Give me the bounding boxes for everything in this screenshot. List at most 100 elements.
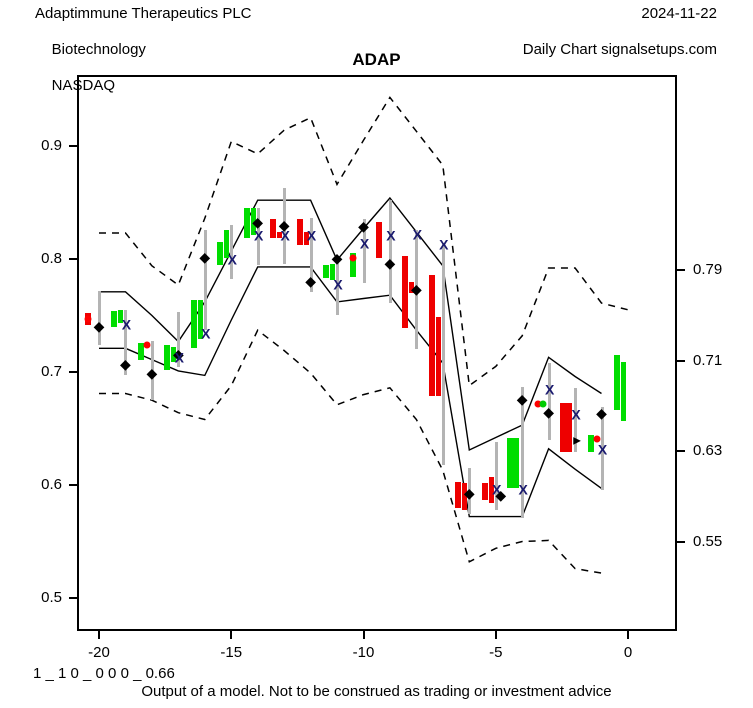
candle-body-down	[488, 477, 494, 504]
candle-wick	[124, 309, 128, 376]
plot-area-border	[77, 75, 677, 631]
y-axis-left-label: 0.5	[41, 589, 62, 607]
x-signal-marker: X	[439, 236, 449, 253]
x-signal-marker: X	[412, 226, 423, 243]
diamond-signal-marker: ◆	[516, 391, 528, 408]
candle-wick	[521, 386, 525, 518]
candle-wick	[309, 218, 313, 292]
candle-wick	[203, 229, 207, 331]
red-dot-marker	[534, 400, 542, 408]
chart-source: Daily Chart signalsetups.com	[522, 41, 717, 58]
exchange-label: NASDAQ	[51, 77, 116, 94]
x-signal-marker: X	[518, 480, 528, 497]
candle-wick	[600, 407, 604, 490]
candle-body-down	[375, 221, 382, 258]
x-axis-tick	[98, 631, 100, 639]
x-signal-marker: X	[121, 315, 132, 332]
x-axis-label: 0	[623, 644, 633, 661]
page-title: ADAP	[352, 50, 401, 69]
red-dot-marker	[143, 341, 151, 349]
arrow-right-marker: ▶	[573, 435, 581, 447]
disclaimer-text: Output of a model. Not to be construed a…	[141, 683, 612, 700]
x-signal-marker: X	[306, 227, 317, 244]
candle-body-up	[224, 229, 230, 258]
y-axis-left-label: 0.8	[41, 250, 62, 268]
candle-wick	[256, 208, 260, 265]
y-axis-right-label: 0.71	[693, 351, 723, 369]
y-axis-right-tick	[677, 359, 685, 362]
diamond-signal-marker: ◆	[384, 254, 396, 271]
y-axis-left-label: 0.9	[41, 137, 62, 155]
y-axis-right-tick	[677, 540, 685, 543]
candle-body-up	[171, 347, 177, 362]
y-axis-right-label: 0.63	[693, 442, 723, 460]
red-dot-marker	[84, 315, 92, 323]
model-code: 1 _ 1 0 _ 0 0 0 _ 0.66	[33, 665, 175, 682]
candle-body-down	[462, 482, 468, 510]
x-axis-tick	[627, 631, 629, 639]
y-axis-left-label: 0.7	[41, 363, 62, 381]
x-signal-marker: X	[254, 227, 264, 244]
x-signal-marker: X	[201, 324, 211, 341]
candle-body-down	[277, 231, 283, 238]
x-axis-tick	[230, 631, 233, 639]
candle-body-up	[111, 310, 118, 327]
diamond-signal-marker: ◆	[495, 487, 507, 504]
chart-date: 2024-11-22	[641, 5, 717, 22]
candle-body-up	[323, 264, 330, 279]
candle-wick	[415, 229, 419, 350]
diamond-signal-marker: ◆	[358, 218, 369, 235]
x-axis-label: -5	[489, 644, 503, 661]
diamond-signal-marker: ◆	[252, 213, 264, 230]
red-dot-marker	[349, 254, 356, 262]
diamond-signal-marker: ◆	[172, 346, 184, 363]
green-dot-marker	[539, 400, 547, 408]
candle-body-up	[137, 342, 144, 360]
candle-wick	[283, 187, 287, 264]
candle-wick	[98, 290, 101, 345]
red-dot-marker	[593, 435, 601, 443]
x-axis-label: -15	[220, 644, 243, 661]
candle-body-down	[455, 481, 462, 508]
candle-body-up	[164, 344, 171, 370]
candle-body-down	[270, 219, 277, 238]
candle-body-up	[614, 355, 620, 411]
diamond-signal-marker: ◆	[199, 249, 211, 266]
x-signal-marker: X	[597, 441, 608, 458]
candle-body-down	[560, 402, 573, 453]
x-signal-marker: X	[492, 480, 502, 497]
x-signal-marker: X	[333, 276, 343, 293]
candle-body-up	[507, 437, 520, 489]
candle-body-down	[296, 219, 303, 246]
x-axis-label: -20	[88, 644, 110, 661]
diamond-signal-marker: ◆	[120, 356, 131, 373]
candle-wick	[362, 219, 366, 283]
candle-wick	[336, 257, 340, 316]
y-axis-right-label: 0.79	[693, 261, 723, 279]
y-axis-left-label: 0.6	[41, 476, 62, 494]
header-right: 2024-11-22 Daily Chart signalsetups.com	[506, 5, 717, 77]
diamond-signal-marker: ◆	[463, 485, 475, 502]
diamond-signal-marker: ◆	[278, 217, 290, 234]
diamond-signal-marker: ◆	[596, 404, 607, 421]
candle-wick	[150, 341, 154, 401]
candle-body-up	[250, 208, 256, 236]
x-signal-marker: X	[386, 227, 396, 244]
candle-body-up	[118, 309, 124, 324]
diamond-signal-marker: ◆	[305, 272, 316, 289]
x-signal-marker: X	[544, 381, 555, 398]
candle-body-up	[330, 263, 336, 281]
candle-body-up	[243, 208, 250, 238]
y-axis-right-label: 0.55	[693, 532, 723, 550]
candle-wick	[230, 225, 234, 280]
candle-wick	[388, 200, 392, 304]
x-signal-marker: X	[280, 227, 290, 244]
y-axis-left-tick	[69, 371, 77, 373]
candle-body-down	[481, 482, 488, 500]
candle-wick	[468, 468, 472, 515]
candle-body-down	[409, 281, 415, 293]
y-axis-left-tick	[69, 145, 77, 147]
diamond-signal-marker: ◆	[146, 365, 158, 382]
candle-body-down	[428, 274, 435, 396]
